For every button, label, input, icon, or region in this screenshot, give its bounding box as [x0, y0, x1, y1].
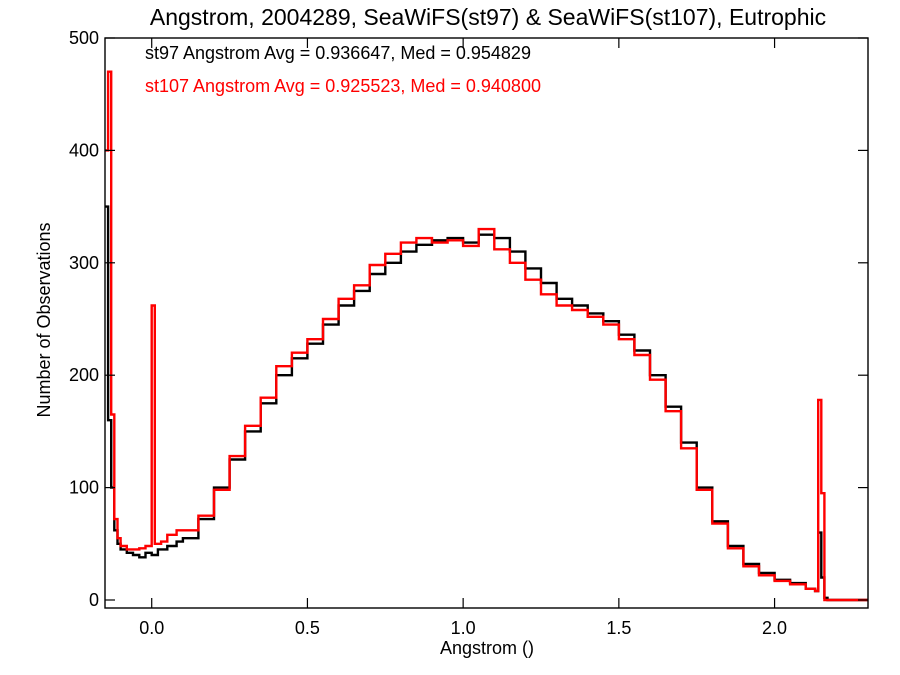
y-tick-label: 300: [69, 253, 99, 273]
st107-stats-annotation: st107 Angstrom Avg = 0.925523, Med = 0.9…: [145, 76, 541, 96]
y-tick-label: 100: [69, 478, 99, 498]
axes-layer: 0.0 0.5 1.0 1.5 2.0 0 100 200 300 400 500: [69, 28, 869, 638]
st97-stats-annotation: st97 Angstrom Avg = 0.936647, Med = 0.95…: [145, 43, 531, 63]
x-tick-label: 2.0: [762, 618, 787, 638]
y-axis-label: Number of Observations: [34, 222, 54, 417]
y-tick-label: 0: [89, 590, 99, 610]
x-tick-label: 0.0: [139, 618, 164, 638]
series-st97-line: [105, 205, 868, 602]
x-axis-label: Angstrom (): [440, 638, 534, 658]
x-tick-label: 1.5: [606, 618, 631, 638]
annotations: st97 Angstrom Avg = 0.936647, Med = 0.95…: [145, 43, 541, 96]
series-layer: [105, 70, 868, 602]
x-tick-label: 1.0: [451, 618, 476, 638]
chart-title: Angstrom, 2004289, SeaWiFS(st97) & SeaWi…: [150, 4, 826, 30]
series-st107-line: [105, 70, 868, 602]
y-tick-label: 200: [69, 365, 99, 385]
x-tick-label: 0.5: [295, 618, 320, 638]
y-tick-label: 500: [69, 28, 99, 48]
plot-frame: [104, 37, 869, 609]
y-tick-label: 400: [69, 140, 99, 160]
